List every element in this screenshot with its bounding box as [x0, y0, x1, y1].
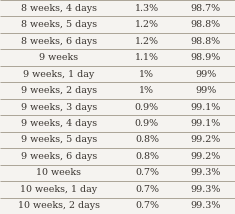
Text: 0.7%: 0.7%: [135, 201, 159, 210]
Text: 99.3%: 99.3%: [190, 168, 221, 177]
Text: 0.9%: 0.9%: [135, 103, 159, 111]
Text: 98.8%: 98.8%: [191, 20, 221, 29]
Text: 1%: 1%: [139, 86, 154, 95]
Text: 9 weeks, 4 days: 9 weeks, 4 days: [21, 119, 97, 128]
Text: 9 weeks, 6 days: 9 weeks, 6 days: [21, 152, 97, 161]
Text: 9 weeks: 9 weeks: [39, 53, 78, 62]
Text: 10 weeks, 2 days: 10 weeks, 2 days: [18, 201, 100, 210]
Text: 0.7%: 0.7%: [135, 185, 159, 194]
Text: 99.2%: 99.2%: [191, 152, 221, 161]
Text: 0.8%: 0.8%: [135, 152, 159, 161]
Text: 99.1%: 99.1%: [191, 103, 221, 111]
Text: 99%: 99%: [195, 70, 216, 79]
Text: 1.2%: 1.2%: [135, 37, 159, 46]
Text: 99.3%: 99.3%: [190, 185, 221, 194]
Text: 0.7%: 0.7%: [135, 168, 159, 177]
Text: 9 weeks, 1 day: 9 weeks, 1 day: [23, 70, 94, 79]
Text: 99.2%: 99.2%: [191, 135, 221, 144]
Text: 98.7%: 98.7%: [191, 4, 221, 13]
Text: 98.8%: 98.8%: [191, 37, 221, 46]
Text: 9 weeks, 5 days: 9 weeks, 5 days: [21, 135, 97, 144]
Text: 99.1%: 99.1%: [191, 119, 221, 128]
Text: 1.1%: 1.1%: [135, 53, 159, 62]
Text: 0.9%: 0.9%: [135, 119, 159, 128]
Text: 8 weeks, 6 days: 8 weeks, 6 days: [21, 37, 97, 46]
Text: 99%: 99%: [195, 86, 216, 95]
Text: 1%: 1%: [139, 70, 154, 79]
Text: 1.3%: 1.3%: [135, 4, 159, 13]
Text: 0.8%: 0.8%: [135, 135, 159, 144]
Text: 98.9%: 98.9%: [191, 53, 221, 62]
Text: 1.2%: 1.2%: [135, 20, 159, 29]
Text: 8 weeks, 4 days: 8 weeks, 4 days: [21, 4, 97, 13]
Text: 9 weeks, 2 days: 9 weeks, 2 days: [21, 86, 97, 95]
Text: 8 weeks, 5 days: 8 weeks, 5 days: [21, 20, 97, 29]
Text: 9 weeks, 3 days: 9 weeks, 3 days: [21, 103, 97, 111]
Text: 10 weeks: 10 weeks: [36, 168, 81, 177]
Text: 10 weeks, 1 day: 10 weeks, 1 day: [20, 185, 97, 194]
Text: 99.3%: 99.3%: [190, 201, 221, 210]
